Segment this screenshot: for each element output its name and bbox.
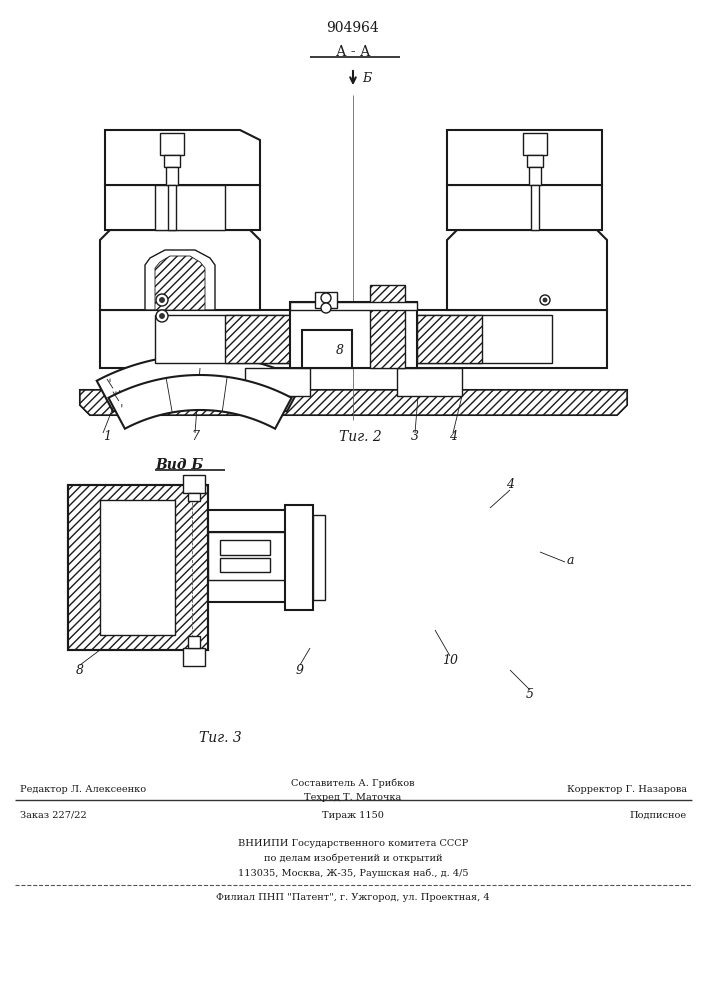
Bar <box>302 330 352 368</box>
Bar <box>188 636 200 648</box>
Text: 9: 9 <box>296 664 304 676</box>
Text: 10: 10 <box>442 654 458 666</box>
Polygon shape <box>447 230 607 310</box>
Bar <box>160 133 184 155</box>
Bar <box>100 310 607 368</box>
Text: a: a <box>566 554 574 566</box>
Bar <box>183 475 205 493</box>
Text: 904964: 904964 <box>327 21 380 35</box>
Polygon shape <box>145 250 215 310</box>
Text: Вид Б: Вид Б <box>155 458 203 472</box>
Text: Подписное: Подписное <box>630 810 687 820</box>
Text: Филиал ПНП "Патент", г. Ужгород, ул. Проектная, 4: Филиал ПНП "Патент", г. Ужгород, ул. Про… <box>216 894 490 902</box>
Polygon shape <box>80 390 627 415</box>
Bar <box>208 580 308 602</box>
Text: 3: 3 <box>411 430 419 444</box>
Bar <box>225 315 290 363</box>
Bar <box>285 505 313 610</box>
Text: Техред Т. Маточка: Техред Т. Маточка <box>305 792 402 802</box>
Bar <box>529 167 541 185</box>
Bar <box>370 285 405 368</box>
Bar <box>68 485 208 650</box>
Circle shape <box>543 298 547 302</box>
Circle shape <box>160 298 165 302</box>
Bar <box>155 315 355 363</box>
Polygon shape <box>105 130 260 185</box>
Bar <box>68 485 208 650</box>
Polygon shape <box>447 185 602 230</box>
Bar <box>166 167 178 185</box>
Bar <box>352 315 552 363</box>
Text: 4: 4 <box>449 430 457 444</box>
Text: 113035, Москва, Ж-35, Раушская наб., д. 4/5: 113035, Москва, Ж-35, Раушская наб., д. … <box>238 868 468 878</box>
Text: 4: 4 <box>506 479 514 491</box>
Text: 8: 8 <box>336 344 344 357</box>
Bar <box>100 500 175 635</box>
Polygon shape <box>97 355 303 412</box>
Bar <box>220 558 270 572</box>
Bar <box>417 315 482 363</box>
Bar <box>188 493 200 501</box>
Bar <box>527 155 543 167</box>
Polygon shape <box>447 130 602 185</box>
Text: 8: 8 <box>76 664 84 676</box>
Text: Б: Б <box>362 73 371 86</box>
Polygon shape <box>80 390 627 415</box>
Text: Τиг. 2: Τиг. 2 <box>339 430 381 444</box>
Text: 7: 7 <box>191 430 199 444</box>
Circle shape <box>321 303 331 313</box>
Bar <box>531 185 539 230</box>
Text: Тираж 1150: Тираж 1150 <box>322 810 384 820</box>
Text: 5: 5 <box>526 688 534 702</box>
Circle shape <box>156 294 168 306</box>
Bar <box>245 368 310 396</box>
Bar <box>315 292 337 308</box>
Circle shape <box>160 314 165 318</box>
Bar <box>164 155 180 167</box>
Circle shape <box>156 310 168 322</box>
Text: 1: 1 <box>103 430 111 444</box>
Bar <box>290 302 417 368</box>
Polygon shape <box>155 256 205 310</box>
Text: Τиг. 3: Τиг. 3 <box>199 731 241 745</box>
Circle shape <box>321 293 331 303</box>
Text: Заказ 227/22: Заказ 227/22 <box>20 810 87 820</box>
Bar <box>313 515 325 600</box>
Circle shape <box>540 295 550 305</box>
Polygon shape <box>108 375 291 429</box>
Text: Корректор Г. Назарова: Корректор Г. Назарова <box>567 786 687 794</box>
Polygon shape <box>100 230 260 310</box>
Bar <box>208 510 308 532</box>
Polygon shape <box>155 185 225 230</box>
Bar <box>523 133 547 155</box>
Polygon shape <box>105 185 260 230</box>
Text: ВНИИПИ Государственного комитета СССР: ВНИИПИ Государственного комитета СССР <box>238 838 468 848</box>
Text: по делам изобретений и открытий: по делам изобретений и открытий <box>264 853 443 863</box>
Bar <box>208 532 288 580</box>
Text: Составитель А. Грибков: Составитель А. Грибков <box>291 778 415 788</box>
Bar <box>168 185 176 230</box>
Text: Редактор Л. Алексеенко: Редактор Л. Алексеенко <box>20 786 146 794</box>
Text: А - А: А - А <box>336 45 370 59</box>
Bar <box>183 648 205 666</box>
Bar <box>290 302 417 310</box>
Bar <box>397 368 462 396</box>
Bar <box>220 540 270 555</box>
